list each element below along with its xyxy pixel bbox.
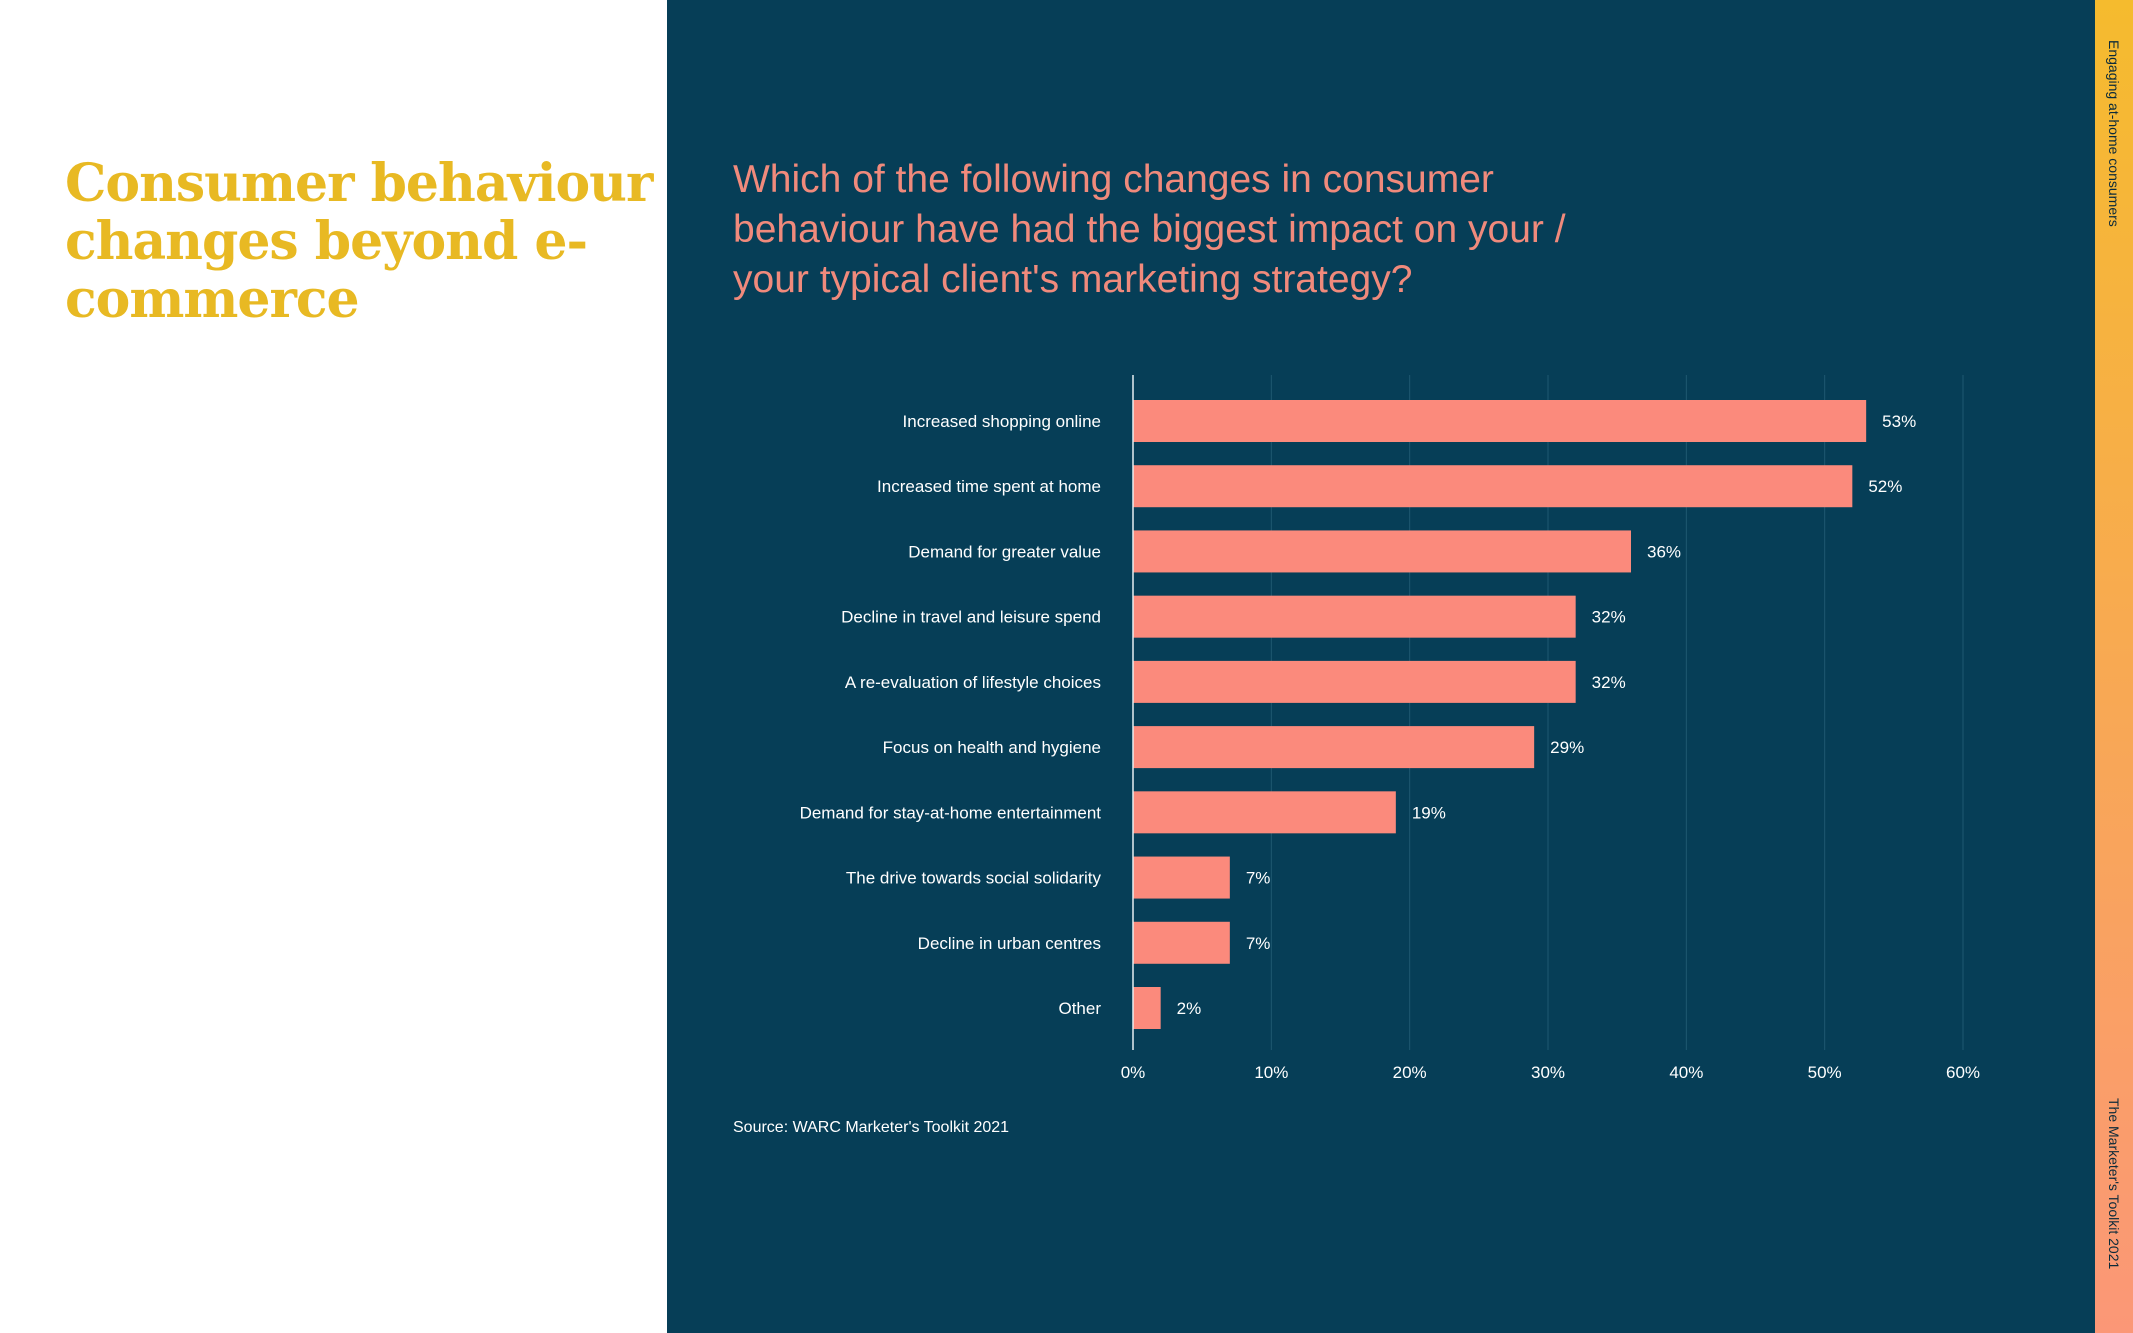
category-label: Demand for greater value [908, 542, 1101, 561]
bar [1133, 595, 1576, 638]
left-panel: Consumer behaviour changes beyond e-comm… [0, 0, 667, 1333]
x-tick-label: 60% [1946, 1063, 1980, 1082]
value-label: 2% [1177, 999, 1202, 1018]
x-tick-label: 10% [1254, 1063, 1288, 1082]
source-note: Source: WARC Marketer's Toolkit 2021 [733, 1119, 1010, 1136]
value-label: 52% [1868, 477, 1902, 496]
x-tick-label: 50% [1808, 1063, 1842, 1082]
x-tick-label: 40% [1669, 1063, 1703, 1082]
bar [1133, 987, 1161, 1029]
page-title: Consumer behaviour changes beyond e-comm… [65, 153, 653, 330]
x-tick-label: 30% [1531, 1063, 1565, 1082]
bar [1133, 400, 1867, 442]
category-label: Focus on health and hygiene [883, 738, 1101, 757]
side-publication-text: The Marketer's Toolkit 2021 [2106, 1098, 2122, 1270]
category-label: Increased shopping online [903, 412, 1101, 431]
category-label: The drive towards social solidarity [846, 869, 1102, 888]
category-label: Decline in travel and leisure spend [841, 608, 1101, 627]
value-label: 19% [1412, 803, 1446, 822]
category-label: Other [1058, 999, 1101, 1018]
bar [1133, 465, 1853, 508]
bar [1133, 660, 1576, 703]
side-gradient-strip [2095, 0, 2133, 1333]
side-section-text: Engaging at-home consumers [2106, 40, 2122, 227]
bar [1133, 530, 1631, 573]
bar [1133, 856, 1230, 899]
value-label: 36% [1647, 542, 1681, 561]
category-label: Decline in urban centres [918, 934, 1101, 953]
category-label: Demand for stay-at-home entertainment [800, 803, 1102, 822]
value-label: 29% [1550, 738, 1584, 757]
value-label: 32% [1592, 608, 1626, 627]
chart-question: Which of the following changes in consum… [733, 158, 1566, 301]
value-label: 53% [1882, 412, 1916, 431]
category-label: A re-evaluation of lifestyle choices [845, 673, 1101, 692]
category-label: Increased time spent at home [877, 477, 1101, 496]
bar [1133, 791, 1396, 834]
bar [1133, 726, 1535, 769]
bar [1133, 921, 1230, 964]
x-tick-label: 20% [1393, 1063, 1427, 1082]
value-label: 7% [1246, 869, 1271, 888]
x-tick-label: 0% [1121, 1063, 1146, 1082]
value-label: 32% [1592, 673, 1626, 692]
value-label: 7% [1246, 934, 1271, 953]
